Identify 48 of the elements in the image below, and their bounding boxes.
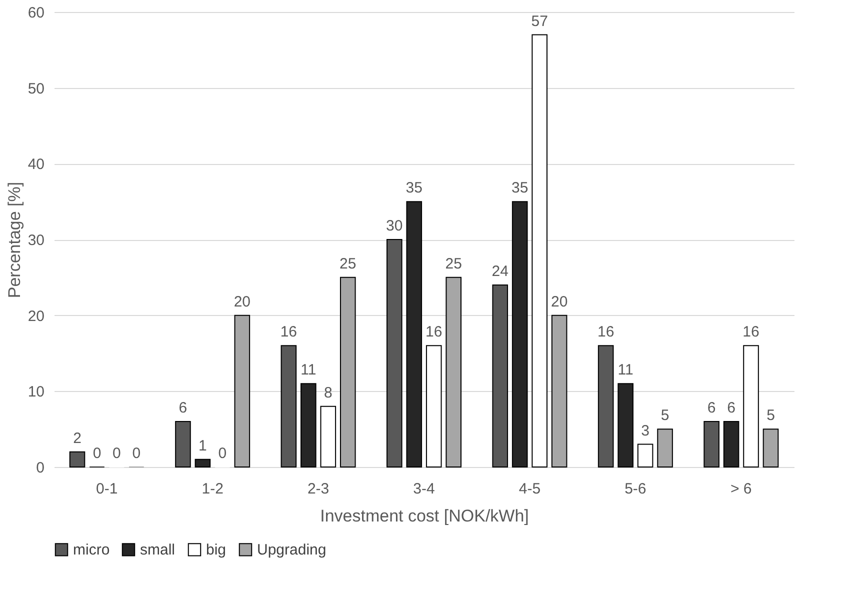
y-tick-label: 50	[28, 80, 44, 98]
data-label: 5	[766, 407, 775, 424]
data-label: 35	[512, 180, 528, 197]
x-tick-label: 4-5	[518, 480, 541, 498]
y-tick-label: 20	[28, 308, 44, 325]
data-label: 1	[198, 437, 207, 454]
x-tick-label: 0-1	[96, 480, 118, 498]
x-tick-label: 2-3	[307, 480, 330, 498]
x-tick-label: > 6	[730, 480, 752, 498]
x-tick-label: 5-6	[624, 480, 646, 498]
data-label: 6	[707, 400, 716, 416]
x-tick-label: 3-4	[413, 480, 435, 498]
data-label: 2	[73, 430, 82, 447]
data-label: 5	[660, 407, 670, 424]
data-label: 16	[426, 324, 442, 341]
legend-label: small	[140, 542, 176, 559]
x-axis-title: Investment cost [NOK/kWh]	[320, 506, 529, 526]
data-label: 25	[445, 255, 462, 272]
y-tick-label: 30	[28, 232, 44, 249]
data-label: 25	[340, 255, 356, 272]
y-tick-label: 40	[28, 156, 44, 174]
data-label: 30	[386, 218, 403, 234]
legend-label: big	[206, 542, 226, 559]
data-label: 57	[531, 12, 548, 30]
y-tick-label: 0	[36, 460, 44, 476]
y-tick-label: 60	[28, 4, 44, 22]
data-label: 16	[597, 324, 614, 341]
x-tick-label: 1-2	[202, 480, 224, 498]
data-label: 35	[406, 180, 422, 197]
legend-label: Upgrading	[257, 542, 326, 559]
data-label: 16	[742, 324, 760, 341]
data-label: 3	[641, 422, 650, 440]
data-label: 16	[280, 324, 298, 341]
data-label: 11	[618, 362, 634, 379]
data-label: 20	[550, 293, 568, 310]
data-label: 20	[234, 293, 251, 310]
data-label: 0	[132, 445, 141, 462]
data-label: 24	[492, 263, 508, 280]
data-label: 11	[300, 362, 316, 379]
data-label: 0	[112, 445, 121, 462]
data-label: 0	[218, 445, 227, 462]
legend-label: micro	[73, 542, 110, 559]
data-label: 8	[324, 384, 332, 402]
data-label: 0	[92, 445, 102, 462]
y-axis-title: Percentage [%]	[4, 182, 24, 298]
y-tick-label: 10	[28, 384, 44, 401]
data-label: 6	[727, 400, 736, 416]
data-label: 6	[178, 400, 188, 416]
